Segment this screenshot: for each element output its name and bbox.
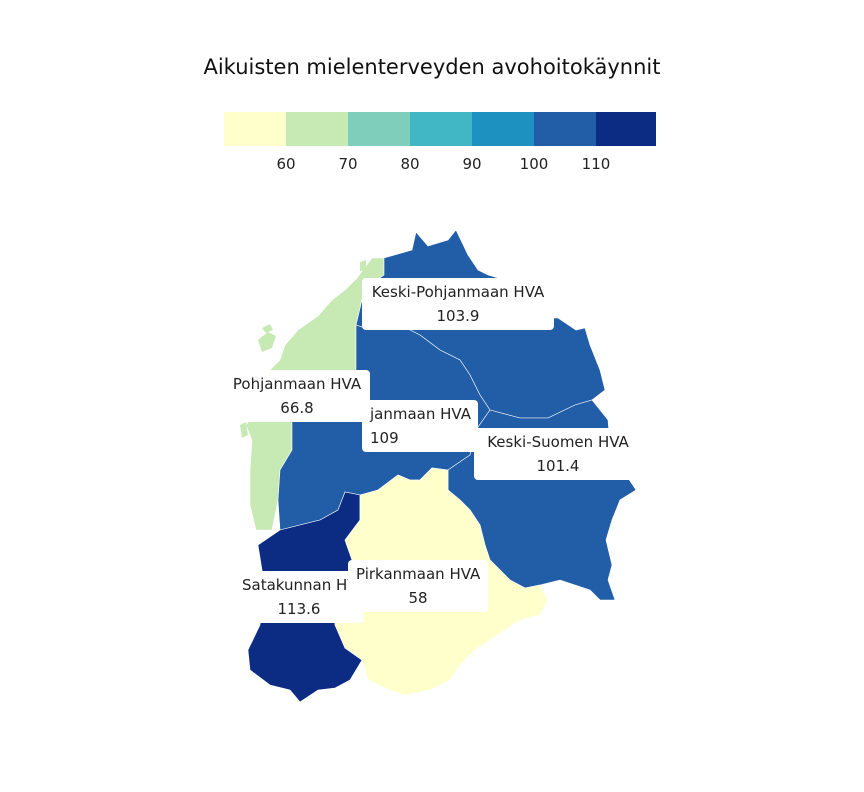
label-keski-suomi: Keski-Suomen HVA 101.4	[474, 428, 642, 480]
legend-swatch-5	[472, 112, 534, 146]
legend-tick-60: 60	[276, 155, 296, 173]
label-keski-pohjanmaa: Keski-Pohjanmaan HVA 103.9	[362, 278, 554, 330]
label-pohjanmaa-name: Pohjanmaan HVA	[232, 375, 362, 393]
label-etela-pohjanmaa-value: 109	[370, 429, 399, 447]
legend-tick-80: 80	[400, 155, 420, 173]
island-1	[258, 332, 276, 352]
legend-tick-110: 110	[581, 155, 611, 173]
island-2	[262, 324, 273, 333]
legend-swatch-4	[410, 112, 472, 146]
island-3	[240, 422, 248, 438]
legend-tick-90: 90	[462, 155, 482, 173]
legend-swatch-7	[596, 112, 656, 146]
label-satakunta-name: Satakunnan HV	[242, 576, 358, 594]
legend-swatch-6	[534, 112, 596, 146]
label-keski-suomi-name: Keski-Suomen HVA	[487, 433, 629, 451]
label-keski-suomi-value: 101.4	[536, 457, 580, 475]
label-keski-pohjanmaa-value: 103.9	[436, 307, 480, 325]
label-satakunta: Satakunnan HV 113.6	[234, 571, 364, 623]
legend-tick-100: 100	[519, 155, 549, 173]
legend-swatch-3	[348, 112, 410, 146]
label-pohjanmaa-value: 66.8	[280, 399, 314, 417]
label-pohjanmaa: Pohjanmaan HVA 66.8	[224, 370, 370, 422]
label-etela-pohjanmaa: janmaan HVA 109	[362, 400, 478, 452]
label-pirkanmaa: Pirkanmaan HVA 58	[348, 560, 488, 612]
label-etela-pohjanmaa-name: janmaan HVA	[370, 405, 471, 423]
label-pirkanmaa-value: 58	[408, 589, 428, 607]
color-legend: 60 70 80 90 100 110	[224, 112, 656, 173]
map-title: Aikuisten mielenterveyden avohoitokäynni…	[203, 55, 661, 79]
label-satakunta-value: 113.6	[277, 600, 321, 618]
label-pirkanmaa-name: Pirkanmaan HVA	[356, 565, 481, 583]
legend-swatch-1	[224, 112, 286, 146]
legend-swatch-2	[286, 112, 348, 146]
legend-tick-70: 70	[338, 155, 358, 173]
island-4	[360, 260, 366, 271]
label-keski-pohjanmaa-name: Keski-Pohjanmaan HVA	[371, 283, 545, 301]
